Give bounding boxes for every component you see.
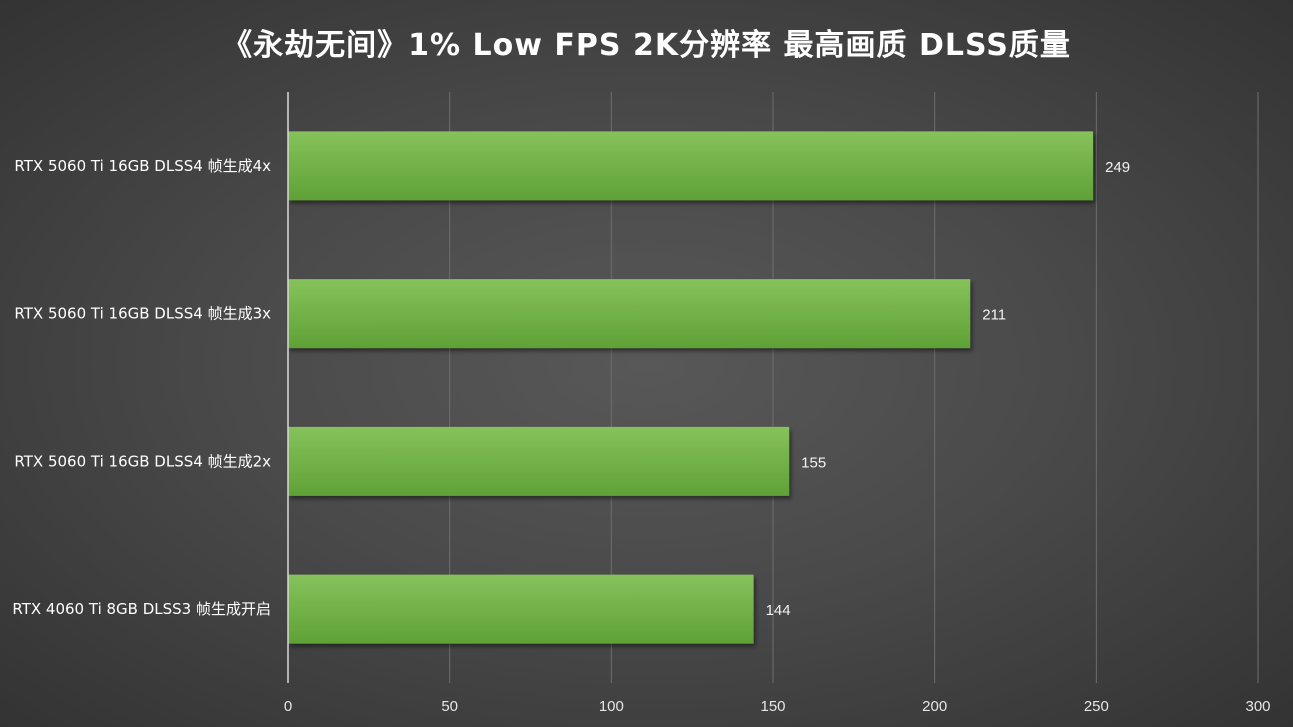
bar xyxy=(288,131,1094,201)
labels: 0 50 100 150 200 250 300 RTX 5060 Ti 16GB DLSS4… xyxy=(12,157,1270,715)
data-label: 211 xyxy=(982,307,1006,324)
data-label: 144 xyxy=(766,602,791,619)
category-label: RTX 5060 Ti 16GB DLSS4 帧生成3x xyxy=(14,305,271,323)
chart-title: 《永劫无间》1% Low FPS 2K分辨率 最高画质 DLSS质量 xyxy=(222,28,1071,63)
x-tick-label: 300 xyxy=(1245,698,1270,715)
x-tick-label: 0 xyxy=(284,698,292,715)
x-tick-label: 250 xyxy=(1084,698,1109,715)
x-tick-label: 150 xyxy=(760,698,785,715)
category-label: RTX 4060 Ti 8GB DLSS3 帧生成开启 xyxy=(12,600,271,618)
data-label: 249 xyxy=(1105,159,1130,176)
bars xyxy=(288,131,1094,644)
category-label: RTX 5060 Ti 16GB DLSS4 帧生成4x xyxy=(14,157,271,175)
bar xyxy=(288,279,971,349)
category-label: RTX 5060 Ti 16GB DLSS4 帧生成2x xyxy=(14,452,271,470)
x-tick-label: 50 xyxy=(441,698,458,715)
data-label: 155 xyxy=(801,454,826,471)
bar xyxy=(288,426,790,496)
x-tick-label: 200 xyxy=(922,698,947,715)
bar xyxy=(288,574,754,644)
x-tick-label: 100 xyxy=(599,698,624,715)
